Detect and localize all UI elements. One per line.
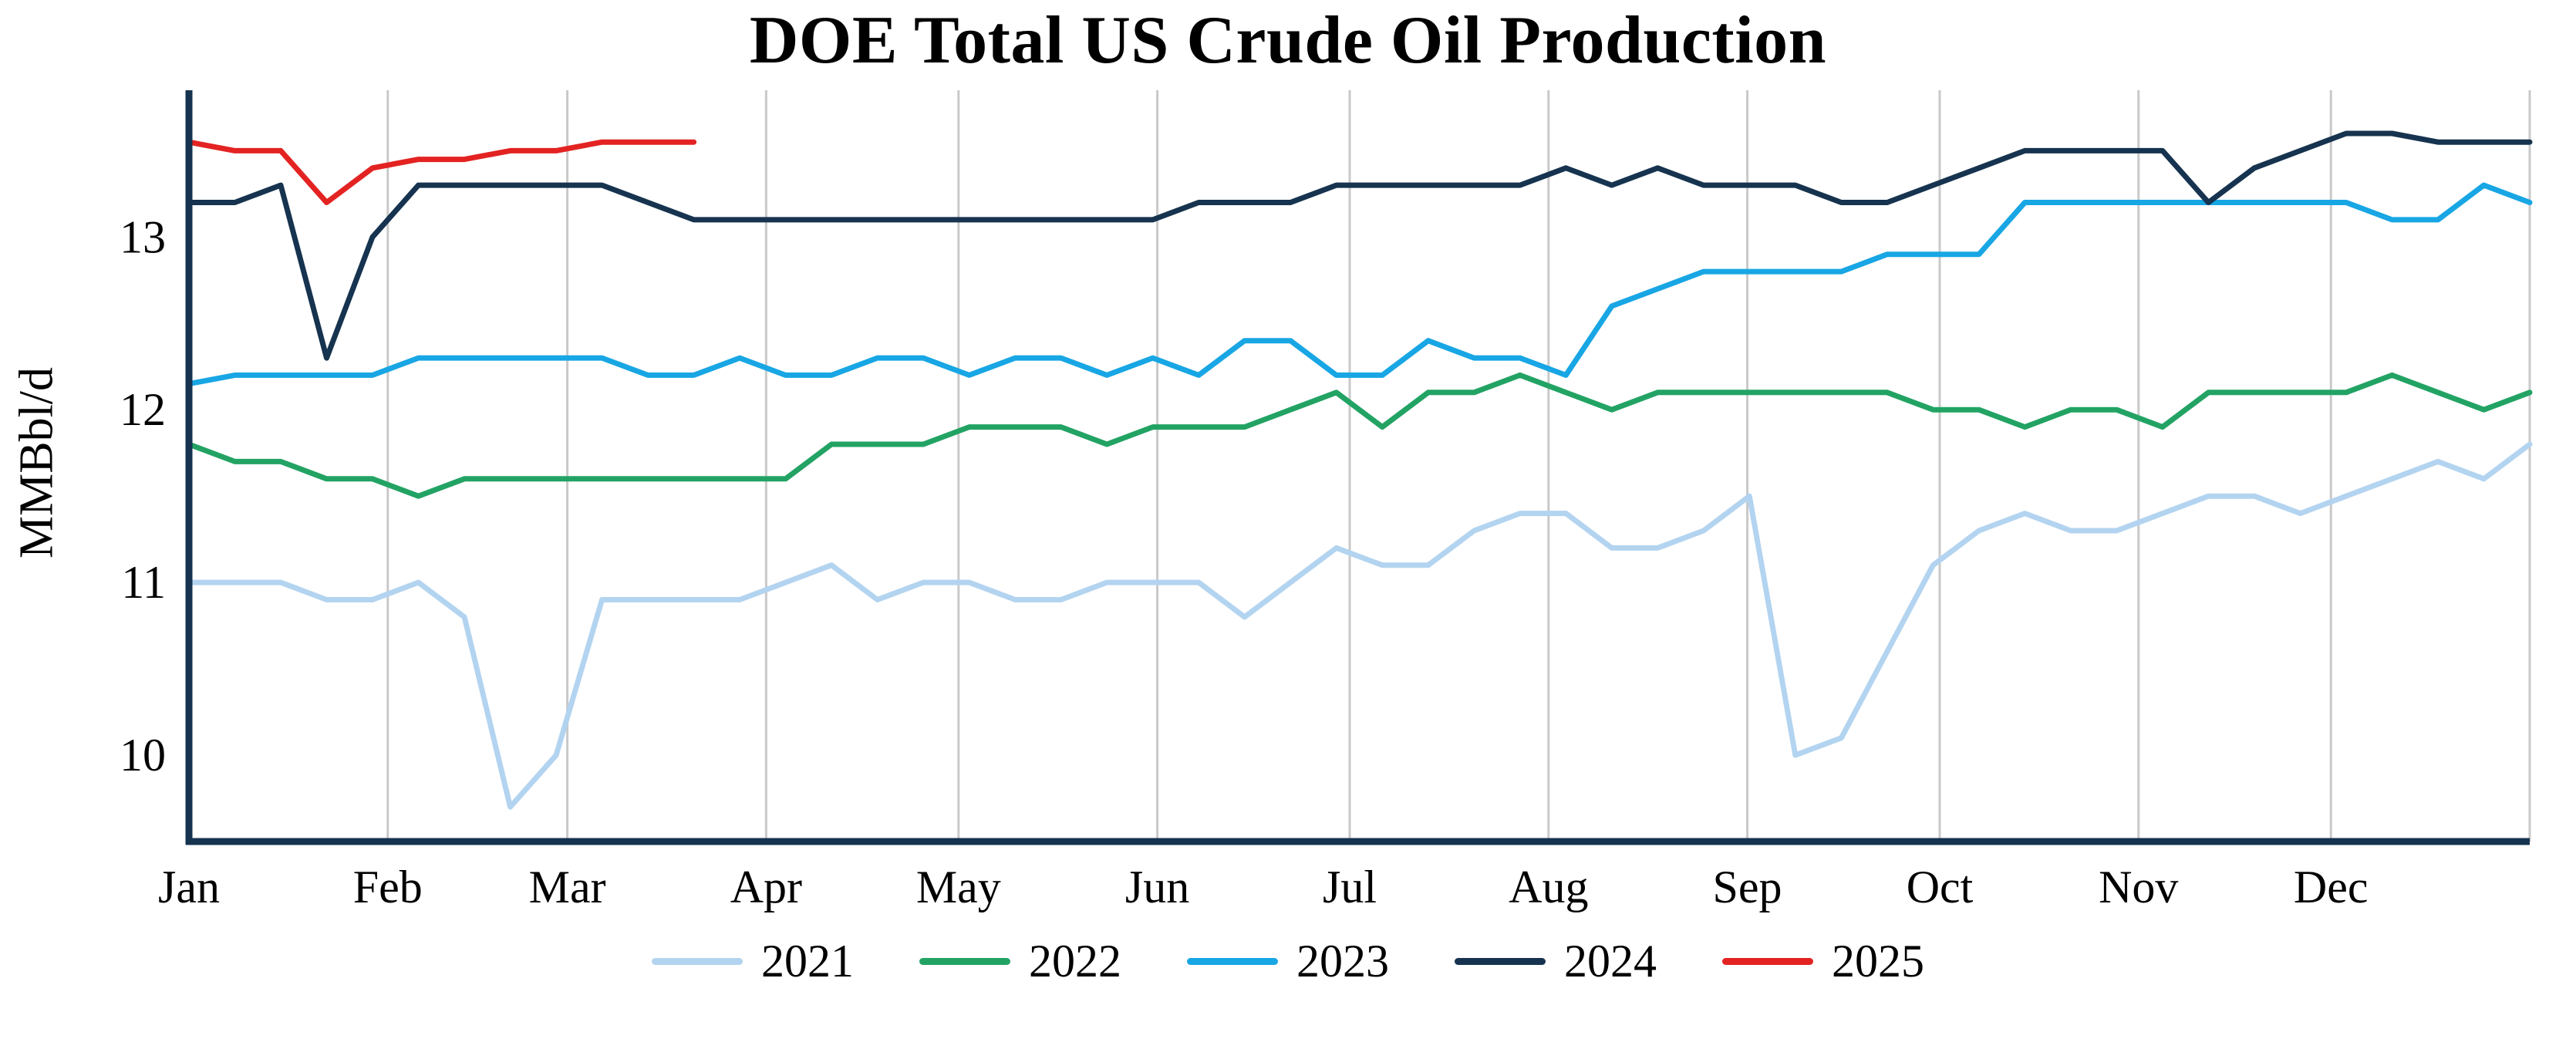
legend-label-2022: 2022 [1029,936,1121,987]
legend-swatch-2023 [1187,958,1278,965]
legend-label-2024: 2024 [1564,936,1657,987]
legend-item-2022: 2022 [919,935,1121,988]
x-tick-label: Apr [730,862,802,912]
x-tick-label: Dec [2294,862,2369,912]
x-tick-label: May [916,862,1001,912]
legend: 2021 2022 2023 2024 2025 [0,935,2576,988]
legend-label-2025: 2025 [1832,936,1924,987]
chart-title: DOE Total US Crude Oil Production [749,3,1827,78]
legend-label-2023: 2023 [1296,936,1389,987]
legend-item-2024: 2024 [1455,935,1657,988]
y-tick-label: 11 [121,557,166,608]
legend-label-2021: 2021 [761,936,854,987]
series-line-2023 [186,182,2533,387]
legend-swatch-2024 [1455,958,1546,965]
x-tick-label: Nov [2099,862,2178,912]
legend-swatch-2025 [1722,958,1813,965]
legend-item-2021: 2021 [652,935,854,988]
legend-item-2023: 2023 [1187,935,1389,988]
y-tick-label: 13 [120,211,166,262]
y-tick-label: 10 [120,730,166,781]
series-line-2022 [186,372,2533,499]
x-tick-label: Sep [1713,862,1782,912]
x-tick-label: Jan [158,862,220,912]
legend-item-2025: 2025 [1722,935,1924,988]
x-tick-label: Feb [353,862,423,912]
series-line-2025 [186,139,697,205]
legend-swatch-2022 [919,958,1010,965]
series-line-2021 [186,441,2533,810]
y-tick-label: 12 [120,384,166,435]
x-tick-label: Aug [1509,862,1588,912]
legend-swatch-2021 [652,958,743,965]
x-tick-label: Mar [529,862,606,912]
x-tick-label: Jun [1125,862,1189,912]
x-tick-label: Oct [1907,862,1974,912]
series-line-2024 [186,130,2533,361]
x-tick-label: Jul [1323,862,1377,912]
